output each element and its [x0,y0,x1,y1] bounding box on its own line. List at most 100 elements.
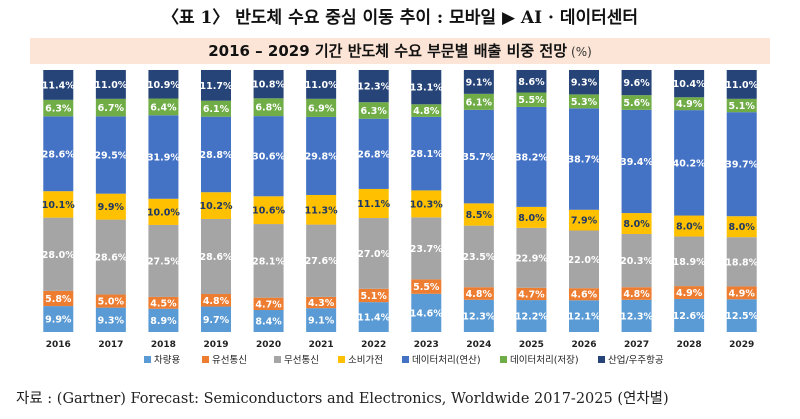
bar-segment [516,106,547,207]
data-label: 11.0% [305,80,338,91]
legend-label: 데이터처리(연산) [412,354,481,366]
bar-segment [463,287,494,300]
data-label: 39.7% [725,160,758,171]
data-label: 28.6% [200,252,233,263]
bar-segment [95,98,126,117]
data-label: 12.3% [620,311,653,322]
bar-segment [306,194,337,225]
data-label: 4.9% [676,288,703,299]
legend-label: 데이터처리(저장) [510,354,579,366]
x-tick-label: 2026 [571,340,596,350]
bar-segment [621,109,652,214]
bar-segment [95,219,126,295]
data-label: 4.7% [255,299,282,310]
bar-segment [621,95,652,110]
data-label: 4.8% [413,106,440,117]
bar-segment [569,300,599,332]
data-label: 27.6% [305,256,338,267]
data-label: 11.0% [94,80,127,91]
bar-segment [253,70,284,99]
data-label: 11.4% [357,313,390,324]
bar-segment [674,97,705,111]
data-label: 31.9% [147,153,180,164]
data-label: 5.1% [729,101,756,112]
bar-segment [148,198,179,225]
data-label: 38.7% [568,155,601,166]
data-label: 10.4% [673,79,706,90]
data-label: 20.3% [620,256,653,267]
data-label: 6.1% [203,104,230,115]
data-label: 13.1% [410,83,443,94]
data-label: 8.9% [150,316,177,327]
bar-segment [95,193,126,220]
data-label: 5.1% [361,291,388,302]
data-label: 35.7% [462,152,495,163]
data-label: 5.3% [571,97,598,108]
legend-swatch [500,356,507,363]
bar-segment [253,224,284,298]
data-label: 18.8% [725,257,758,268]
bar-segment [569,230,599,289]
x-tick-label: 2017 [98,340,123,350]
data-label: 6.1% [466,97,493,108]
bar-segment [569,108,599,210]
bar-segment [43,116,74,192]
bar-segment [411,279,442,294]
data-label: 10.6% [252,206,285,217]
legend-label: 무선통신 [284,355,319,366]
bar-segment [726,216,757,238]
data-label: 6.9% [308,103,335,114]
legend-swatch [338,356,345,363]
data-label: 11.1% [357,199,390,210]
data-label: 4.8% [466,289,493,300]
bar-segment [463,299,494,332]
bar-segment [201,293,231,307]
bar-segment [726,70,757,99]
data-label: 10.3% [410,199,443,210]
bar-segment [306,296,337,309]
x-tick-label: 2025 [519,340,544,350]
bar-segment [148,70,179,99]
data-label: 18.9% [673,257,706,268]
bar-segment [43,191,74,218]
bar-segment [674,298,705,332]
legend-label: 소비가전 [348,355,383,366]
data-label: 9.9% [45,315,72,326]
bar-segment [516,92,547,107]
data-label: 4.6% [571,290,598,301]
bar-segment [674,236,705,287]
data-label: 10.2% [200,201,233,212]
bar-segment [201,192,231,219]
data-label: 23.5% [462,252,495,263]
bar-segment [358,102,389,119]
bar-segment [95,307,126,332]
data-label: 9.1% [466,77,493,88]
data-label: 28.8% [200,150,233,161]
bar-segment [148,308,179,332]
data-label: 8.0% [623,219,650,230]
data-label: 9.3% [571,78,598,89]
x-tick-label: 2024 [466,340,491,350]
legend-label: 산업/우주항공 [608,354,664,366]
x-tick-label: 2018 [151,340,176,350]
bar-segment [569,288,599,301]
bar-segment [148,296,179,309]
bar-segment [253,309,284,332]
stacked-bar-chart: 9.9% 5.8% 28.0% 10.1% 28.6% 6.3% 11.4% 2016 9.3%… [42,70,759,366]
bar-segment [621,213,652,235]
data-label: 23.7% [410,244,443,255]
bar-segment [358,70,389,103]
bar-segment [306,116,337,195]
data-label: 27.0% [357,249,390,260]
bar-segment [411,104,442,117]
data-label: 39.4% [620,157,653,168]
bar-segment [516,287,547,301]
x-tick-label: 2028 [677,340,702,350]
chart-unit: (%) [571,45,592,59]
bar-segment [726,112,757,217]
bar-segment [95,294,126,308]
bar-segment [621,234,652,288]
data-label: 22.9% [515,253,548,264]
bar-segment [358,118,389,189]
x-tick-label: 2020 [256,340,281,350]
